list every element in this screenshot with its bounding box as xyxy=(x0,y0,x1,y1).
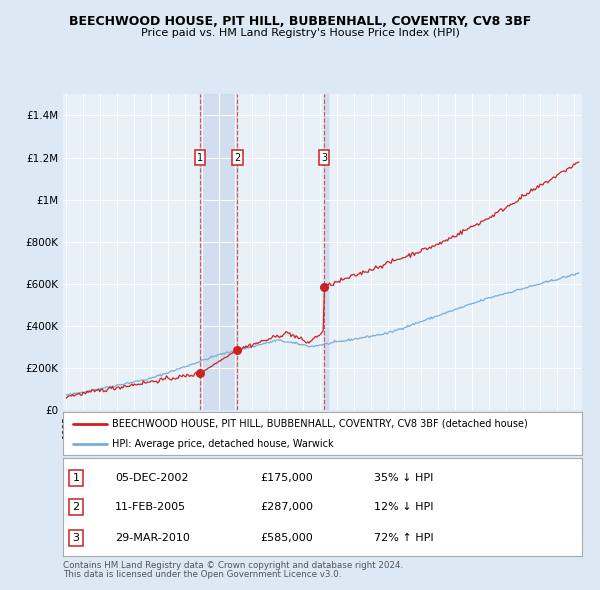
Text: 2: 2 xyxy=(73,502,80,512)
Text: 11-FEB-2005: 11-FEB-2005 xyxy=(115,502,186,512)
Text: 35% ↓ HPI: 35% ↓ HPI xyxy=(374,473,434,483)
Bar xyxy=(200,94,238,410)
Text: BEECHWOOD HOUSE, PIT HILL, BUBBENHALL, COVENTRY, CV8 3BF: BEECHWOOD HOUSE, PIT HILL, BUBBENHALL, C… xyxy=(69,15,531,28)
Text: Price paid vs. HM Land Registry's House Price Index (HPI): Price paid vs. HM Land Registry's House … xyxy=(140,28,460,38)
Text: 72% ↑ HPI: 72% ↑ HPI xyxy=(374,533,434,543)
Text: 3: 3 xyxy=(321,153,327,162)
Text: This data is licensed under the Open Government Licence v3.0.: This data is licensed under the Open Gov… xyxy=(63,570,341,579)
Text: BEECHWOOD HOUSE, PIT HILL, BUBBENHALL, COVENTRY, CV8 3BF (detached house): BEECHWOOD HOUSE, PIT HILL, BUBBENHALL, C… xyxy=(112,419,528,428)
Text: 29-MAR-2010: 29-MAR-2010 xyxy=(115,533,190,543)
Text: HPI: Average price, detached house, Warwick: HPI: Average price, detached house, Warw… xyxy=(112,439,334,448)
Text: £585,000: £585,000 xyxy=(260,533,313,543)
Text: 1: 1 xyxy=(197,153,203,162)
Text: £175,000: £175,000 xyxy=(260,473,313,483)
Text: 12% ↓ HPI: 12% ↓ HPI xyxy=(374,502,434,512)
Text: Contains HM Land Registry data © Crown copyright and database right 2024.: Contains HM Land Registry data © Crown c… xyxy=(63,560,403,569)
Text: 1: 1 xyxy=(73,473,79,483)
Bar xyxy=(324,94,328,410)
Text: 2: 2 xyxy=(235,153,241,162)
Text: 05-DEC-2002: 05-DEC-2002 xyxy=(115,473,188,483)
Text: 3: 3 xyxy=(73,533,79,543)
Text: £287,000: £287,000 xyxy=(260,502,313,512)
